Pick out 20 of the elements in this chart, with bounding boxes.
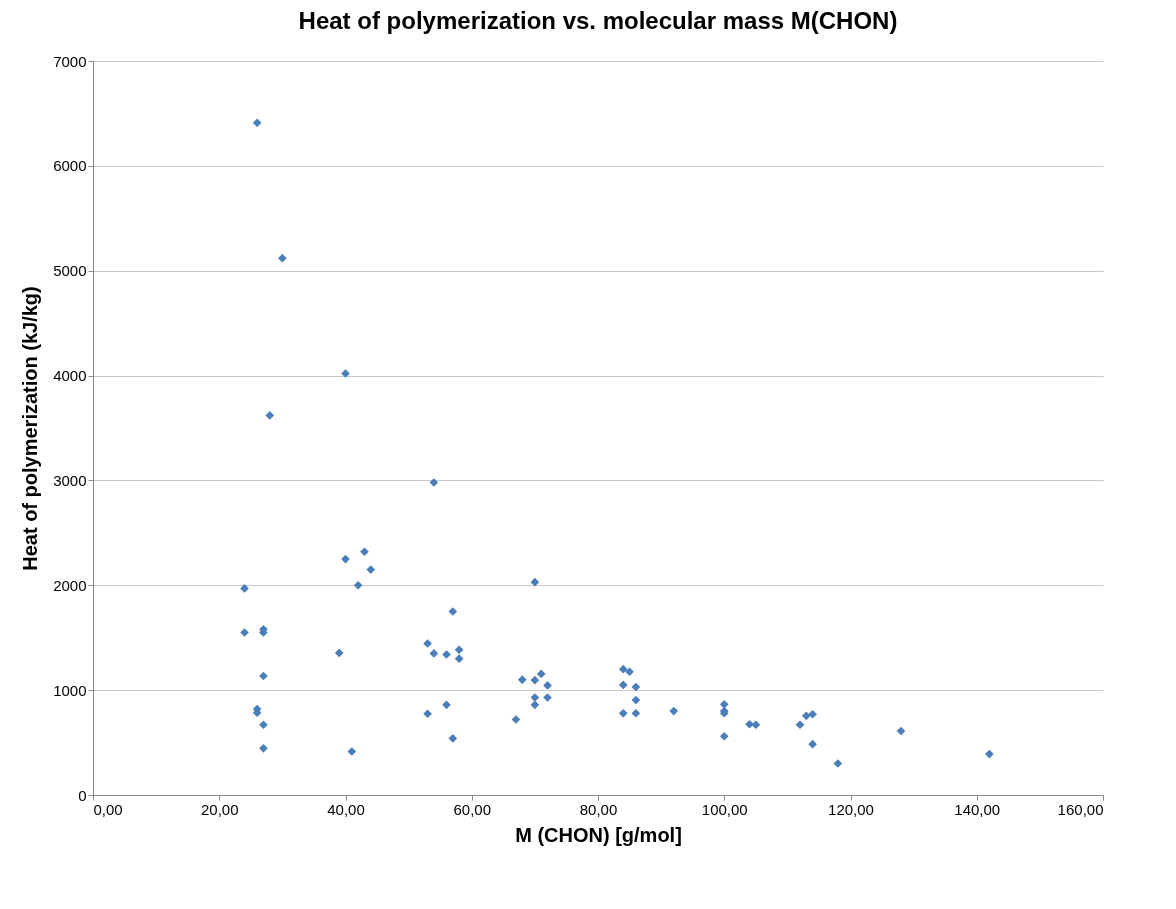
x-tick-label: 40,00 [327, 800, 365, 818]
x-tick-label: 120,00 [828, 800, 874, 818]
x-tick-label: 0,00 [93, 800, 123, 818]
y-tick-label: 6000 [53, 157, 87, 175]
y-tick-label: 2000 [53, 576, 87, 594]
chart-title: Heat of polymerization vs. molecular mass M(CHON) [298, 7, 898, 34]
y-tick-label: 4000 [53, 367, 87, 385]
x-tick-label: 20,00 [200, 800, 239, 818]
x-axis-title: M (CHON) [g/mol] [515, 823, 682, 846]
y-tick-label: 1000 [53, 681, 87, 699]
y-tick-label: 3000 [53, 471, 87, 489]
x-tick-label: 80,00 [579, 800, 618, 818]
y-tick-label: 7000 [53, 52, 87, 70]
y-axis-title: Heat of polymerization (kJ/kg) [19, 286, 42, 571]
x-tick-label: 140,00 [954, 800, 1001, 818]
x-tick-label: 100,00 [701, 800, 748, 818]
x-tick-label: 60,00 [453, 800, 492, 818]
y-tick-label: 0 [78, 786, 87, 804]
x-tick-label: 160,00 [1057, 800, 1104, 818]
y-tick-label: 5000 [53, 262, 87, 280]
